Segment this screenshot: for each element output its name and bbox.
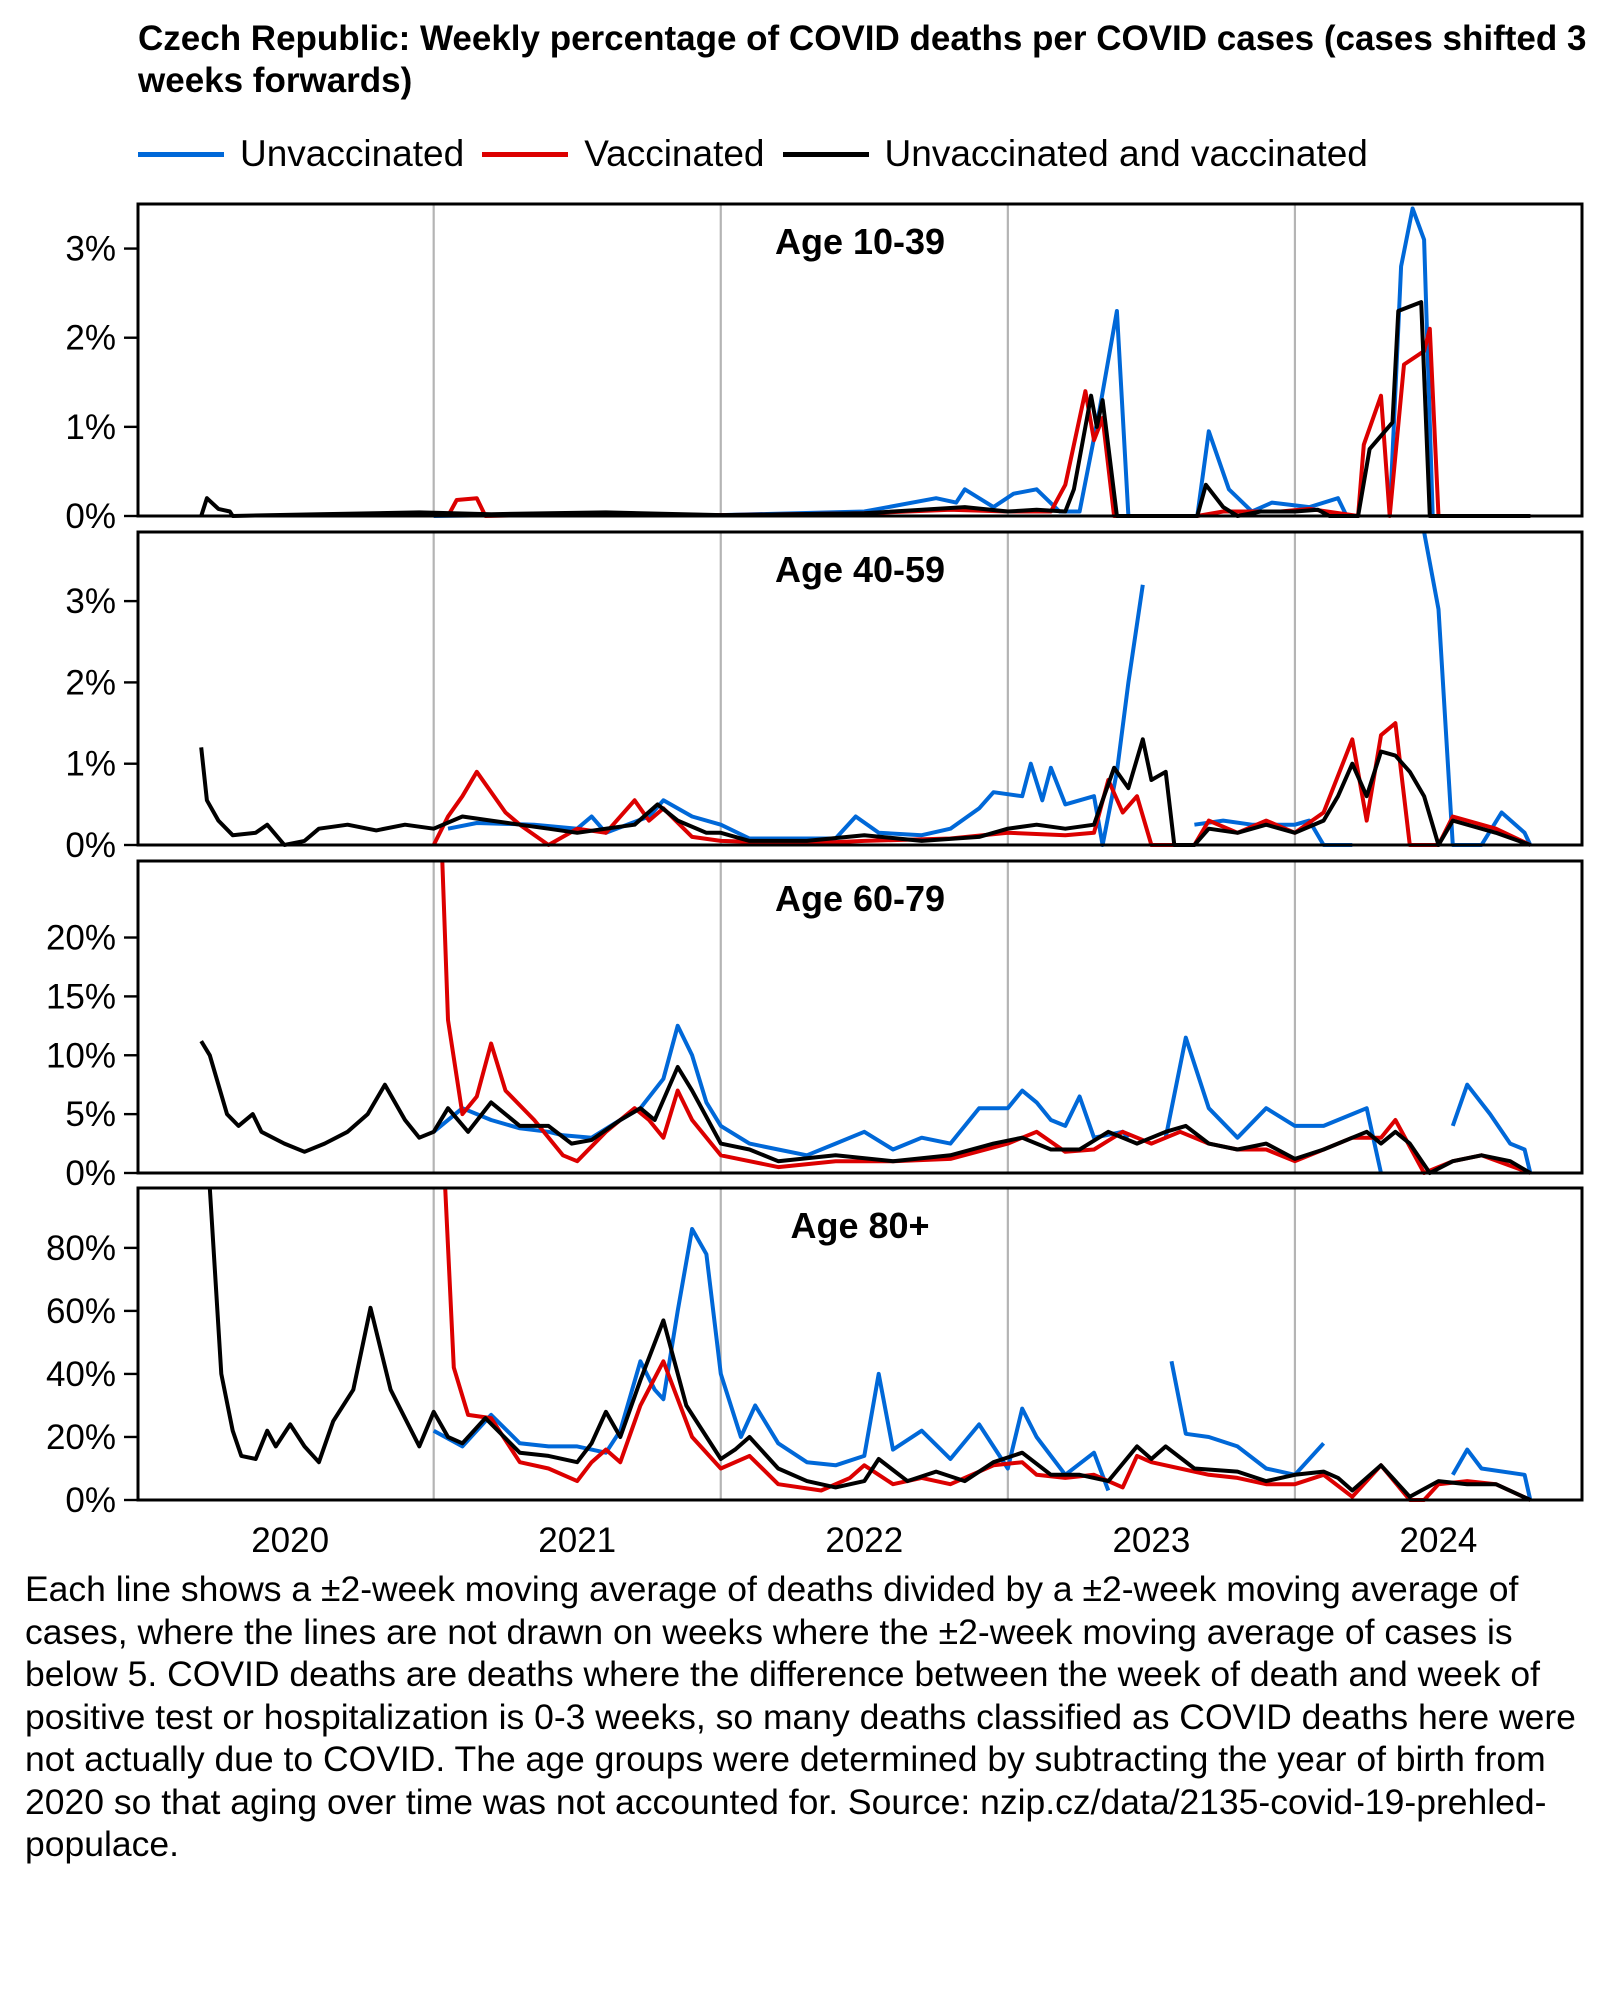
series-line-unvaccinated-and-vaccinated xyxy=(207,1188,1532,1502)
panel-frame xyxy=(136,202,1584,518)
y-tick-label: 1% xyxy=(65,745,116,784)
y-tick-label: 3% xyxy=(65,582,116,621)
y-tick-label: 20% xyxy=(46,1418,116,1457)
legend-label: Vaccinated xyxy=(584,133,765,174)
panel-frame xyxy=(136,859,1584,1175)
series-line-vaccinated xyxy=(440,861,1531,1175)
legend-item-vaccinated: Vaccinated xyxy=(482,133,765,175)
panel-frame xyxy=(136,530,1584,847)
y-tick-label: 15% xyxy=(46,977,116,1016)
panel-frame xyxy=(136,1186,1584,1502)
x-tick-label: 2024 xyxy=(1400,1521,1478,1560)
panel-label: Age 60-79 xyxy=(775,878,945,919)
series-line-unvaccinated xyxy=(432,1227,1533,1501)
x-tick-label: 2023 xyxy=(1112,1521,1190,1560)
y-tick-label: 2% xyxy=(65,663,116,702)
y-tick-label: 5% xyxy=(65,1095,116,1134)
y-tick-label: 0% xyxy=(65,826,116,865)
legend-label: Unvaccinated and vaccinated xyxy=(884,133,1368,174)
legend: Unvaccinated Vaccinated Unvaccinated and… xyxy=(138,132,1386,176)
x-tick-label: 2022 xyxy=(825,1521,903,1560)
footnote: Each line shows a ±2-week moving average… xyxy=(25,1569,1576,1864)
legend-swatch-unvaccinated xyxy=(138,151,224,157)
series-line-unvaccinated-and-vaccinated xyxy=(199,1040,1532,1175)
y-tick-label: 0% xyxy=(65,497,116,536)
x-tick-label: 2021 xyxy=(538,1521,616,1560)
y-tick-label: 2% xyxy=(65,319,116,358)
series-line-unvaccinated-and-vaccinated xyxy=(199,300,1531,518)
y-tick-label: 0% xyxy=(65,1154,116,1193)
panel-label: Age 40-59 xyxy=(775,549,945,590)
chart-title: Czech Republic: Weekly percentage of COV… xyxy=(138,19,1587,100)
y-tick-label: 3% xyxy=(65,230,116,269)
legend-swatch-vaccinated xyxy=(482,151,569,157)
panel-label: Age 10-39 xyxy=(775,221,945,262)
y-tick-label: 80% xyxy=(46,1229,116,1268)
series-line-vaccinated xyxy=(446,326,1531,518)
legend-item-unvaccinated: Unvaccinated xyxy=(138,133,464,175)
y-tick-label: 1% xyxy=(65,408,116,447)
y-tick-label: 20% xyxy=(46,919,116,958)
legend-label: Unvaccinated xyxy=(240,133,465,174)
series-line-unvaccinated-and-vaccinated xyxy=(199,737,1531,847)
y-tick-label: 60% xyxy=(46,1292,116,1331)
legend-swatch-all xyxy=(782,151,869,157)
panel-label: Age 80+ xyxy=(790,1205,929,1246)
x-tick-label: 2020 xyxy=(251,1521,329,1560)
series-line-vaccinated xyxy=(443,1188,1532,1502)
y-tick-label: 0% xyxy=(65,1481,116,1520)
legend-item-all: Unvaccinated and vaccinated xyxy=(782,133,1368,175)
series-line-unvaccinated xyxy=(432,1023,1533,1174)
y-tick-label: 40% xyxy=(46,1355,116,1394)
y-tick-label: 10% xyxy=(46,1036,116,1075)
series-line-unvaccinated xyxy=(447,532,1533,847)
